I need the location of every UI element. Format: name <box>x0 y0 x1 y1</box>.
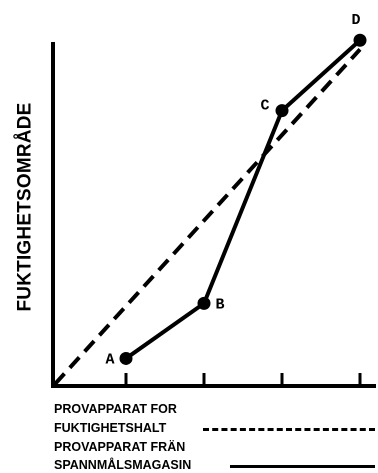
diagram: A B C D <box>51 12 376 388</box>
legend-dashed-label-line2: FUKTIGHETSHALT <box>54 421 167 435</box>
legend-dashed-label-line1: PROVAPPARAT FOR <box>54 402 177 416</box>
legend-dashed-swatch <box>203 428 375 431</box>
legend-solid-swatch <box>230 465 375 468</box>
point-a <box>119 351 133 365</box>
dashed-series-line <box>53 48 362 386</box>
point-d <box>353 33 367 47</box>
point-label-c: C <box>260 98 269 115</box>
point-label-d: D <box>351 12 360 29</box>
data-points: A B C D <box>105 12 367 368</box>
legend-solid-label-line2: SPANNMÅLSMAGASIN <box>54 458 192 472</box>
point-c <box>275 104 289 118</box>
solid-series-line <box>124 38 362 361</box>
x-ticks <box>124 373 362 386</box>
legend-solid-label-line1: PROVAPPARAT FRÄN <box>54 440 186 454</box>
point-b <box>197 296 211 310</box>
point-label-a: A <box>105 351 114 368</box>
point-label-b: B <box>215 296 224 313</box>
